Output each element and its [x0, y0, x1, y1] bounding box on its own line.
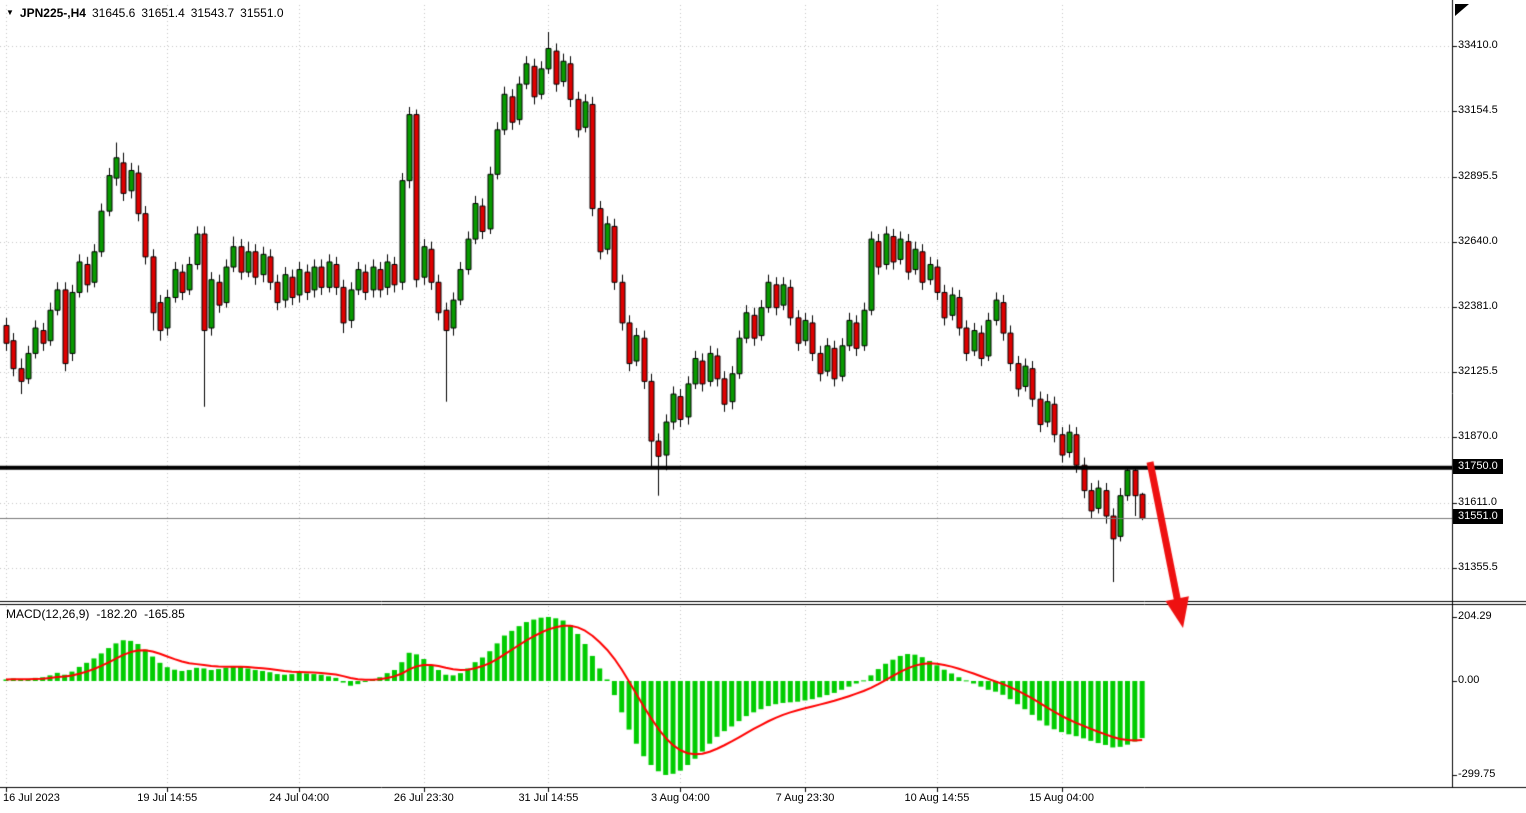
price-tick-label: 32895.5 [1458, 169, 1498, 182]
price-tick-label: 31611.0 [1458, 496, 1497, 509]
ohlc-high-value: 31651.4 [141, 6, 185, 20]
price-tick-label: 31355.5 [1458, 560, 1498, 573]
macd-main-value: -182.20 [96, 607, 138, 621]
macd-name-label: MACD(12,26,9) [6, 607, 90, 621]
price-tick-label: 32381.0 [1458, 300, 1498, 313]
time-tick-label: 10 Aug 14:55 [904, 792, 970, 804]
time-tick-label: 31 Jul 14:55 [518, 792, 579, 804]
chart-title-bar: ▼ JPN225-,H4 31645.6 31651.4 31543.7 315… [6, 6, 284, 20]
price-axis[interactable]: 33410.0 33154.5 32895.5 32640.0 32381.0 32125… [1453, 0, 1525, 788]
panel-splitter[interactable] [0, 598, 1526, 607]
macd-signal-value: -165.85 [144, 607, 185, 621]
time-tick-label: 3 Aug 04:00 [650, 792, 710, 804]
macd-tick-label: 0.00 [1458, 674, 1480, 686]
ohlc-low-value: 31543.7 [190, 6, 235, 20]
symbol-dropdown-icon[interactable]: ▼ [6, 8, 14, 17]
price-tick-label: 31870.0 [1458, 430, 1498, 443]
price-tag: 31551.0 [1453, 509, 1503, 525]
price-tick-label: 32125.5 [1458, 365, 1498, 378]
price-tick-label: 32640.0 [1458, 234, 1498, 247]
time-tick-label: 15 Aug 04:00 [1029, 792, 1094, 804]
time-tick-label: 7 Aug 23:30 [775, 792, 835, 804]
ohlc-close-value: 31551.0 [240, 6, 284, 20]
chart-shift-marker-icon [1455, 4, 1469, 16]
symbol-timeframe-label: JPN225-,H4 [19, 6, 86, 20]
time-tick-label: 19 Jul 14:55 [137, 792, 198, 804]
price-tick-label: 33410.0 [1458, 39, 1498, 51]
macd-indicator-label: MACD(12,26,9) -182.20 -165.85 [6, 607, 185, 621]
macd-tick-label: -299.75 [1458, 767, 1496, 780]
time-tick-label: 26 Jul 23:30 [393, 792, 454, 804]
price-tag: 31750.0 [1453, 458, 1503, 474]
price-tick-label: 33154.5 [1458, 103, 1498, 116]
time-axis[interactable]: 16 Jul 2023 19 Jul 14:55 24 Jul 04:00 26 Ju… [0, 788, 1526, 813]
macd-tick-label: 204.29 [1458, 609, 1492, 622]
time-tick-label: 16 Jul 2023 [3, 792, 60, 804]
time-tick-label: 24 Jul 04:00 [269, 792, 330, 804]
ohlc-open-value: 31645.6 [91, 6, 136, 20]
